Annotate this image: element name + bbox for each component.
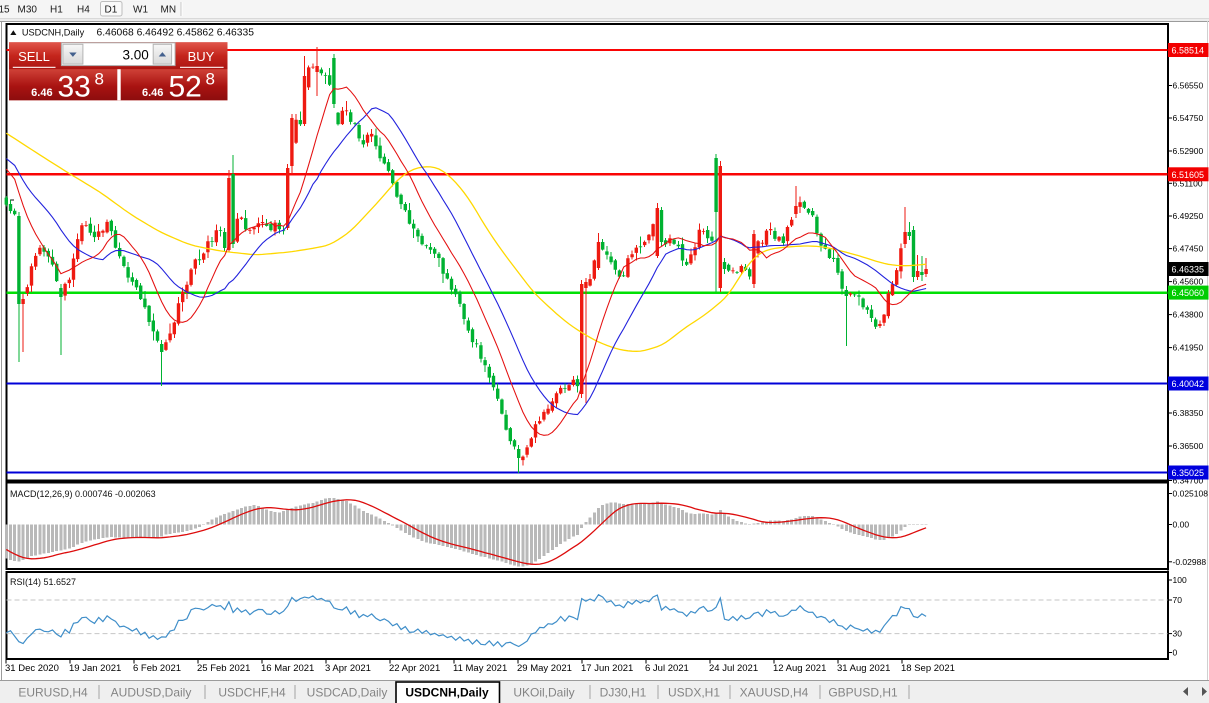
svg-text:USDCNH,Daily: USDCNH,Daily xyxy=(405,686,489,700)
svg-text:15: 15 xyxy=(0,5,10,16)
svg-text:8: 8 xyxy=(206,70,215,89)
svg-text:6 Jul 2021: 6 Jul 2021 xyxy=(645,663,689,674)
svg-text:USDCNH,Daily: USDCNH,Daily xyxy=(22,27,85,37)
svg-text:6.40042: 6.40042 xyxy=(1172,379,1205,389)
svg-text:6.46: 6.46 xyxy=(142,87,163,99)
svg-text:6.51100: 6.51100 xyxy=(1173,178,1203,188)
svg-text:6.46335: 6.46335 xyxy=(1172,265,1205,275)
svg-text:18 Sep 2021: 18 Sep 2021 xyxy=(901,663,955,674)
svg-text:6.41950: 6.41950 xyxy=(1173,343,1204,353)
svg-text:H4: H4 xyxy=(77,5,90,16)
svg-text:USDX,H1: USDX,H1 xyxy=(668,686,720,700)
svg-text:100: 100 xyxy=(1173,575,1187,585)
svg-text:33: 33 xyxy=(58,71,91,104)
svg-text:MACD(12,26,9) 0.000746 -0.0020: MACD(12,26,9) 0.000746 -0.002063 xyxy=(10,489,156,499)
svg-text:6.46: 6.46 xyxy=(31,87,52,99)
svg-text:UKOil,Daily: UKOil,Daily xyxy=(513,686,574,700)
svg-text:6.58514: 6.58514 xyxy=(1172,46,1205,56)
svg-text:DJ30,H1: DJ30,H1 xyxy=(600,686,647,700)
svg-text:0.00: 0.00 xyxy=(1173,520,1190,530)
svg-text:6.56550: 6.56550 xyxy=(1173,81,1204,91)
svg-text:AUDUSD,Daily: AUDUSD,Daily xyxy=(111,686,192,700)
svg-text:12 Aug 2021: 12 Aug 2021 xyxy=(773,663,826,674)
svg-text:31 Dec 2020: 31 Dec 2020 xyxy=(5,663,59,674)
svg-text:6.51605: 6.51605 xyxy=(1172,170,1205,180)
svg-text:6.34700: 6.34700 xyxy=(1173,476,1204,486)
svg-text:EURUSD,H4: EURUSD,H4 xyxy=(18,686,88,700)
svg-text:6.49250: 6.49250 xyxy=(1173,211,1204,221)
svg-text:6.35025: 6.35025 xyxy=(1172,468,1205,478)
svg-text:22 Apr 2021: 22 Apr 2021 xyxy=(389,663,440,674)
svg-text:6.52900: 6.52900 xyxy=(1173,146,1204,156)
svg-text:6.45060: 6.45060 xyxy=(1172,288,1205,298)
svg-text:D1: D1 xyxy=(105,5,118,16)
svg-text:6.36500: 6.36500 xyxy=(1173,441,1204,451)
svg-text:GBPUSD,H1: GBPUSD,H1 xyxy=(828,686,898,700)
svg-text:70: 70 xyxy=(1173,595,1183,605)
svg-text:6.54750: 6.54750 xyxy=(1173,113,1204,123)
svg-text:30: 30 xyxy=(1173,629,1183,639)
svg-text:6.46068 6.46492 6.45862 6.4633: 6.46068 6.46492 6.45862 6.46335 xyxy=(97,27,255,38)
svg-text:USDCAD,Daily: USDCAD,Daily xyxy=(307,686,388,700)
svg-text:SELL: SELL xyxy=(18,49,50,64)
svg-text:31 Aug 2021: 31 Aug 2021 xyxy=(837,663,890,674)
svg-text:29 May 2021: 29 May 2021 xyxy=(517,663,572,674)
svg-text:M30: M30 xyxy=(18,5,38,16)
svg-text:0.025108: 0.025108 xyxy=(1173,489,1209,499)
svg-text:3 Apr 2021: 3 Apr 2021 xyxy=(325,663,371,674)
svg-text:11 May 2021: 11 May 2021 xyxy=(453,663,507,674)
svg-text:MN: MN xyxy=(161,5,177,16)
svg-text:6.47450: 6.47450 xyxy=(1173,244,1204,254)
svg-text:BUY: BUY xyxy=(188,49,215,64)
svg-text:6 Feb 2021: 6 Feb 2021 xyxy=(133,663,181,674)
svg-text:W1: W1 xyxy=(133,5,148,16)
svg-text:52: 52 xyxy=(169,71,202,104)
svg-text:6.45600: 6.45600 xyxy=(1173,277,1204,287)
svg-text:-0.02988: -0.02988 xyxy=(1173,557,1207,567)
svg-text:24 Jul 2021: 24 Jul 2021 xyxy=(709,663,758,674)
svg-text:H1: H1 xyxy=(50,5,63,16)
svg-text:8: 8 xyxy=(95,70,104,89)
svg-text:6.43800: 6.43800 xyxy=(1173,310,1204,320)
svg-text:XAUUSD,H4: XAUUSD,H4 xyxy=(740,686,809,700)
svg-text:16 Mar 2021: 16 Mar 2021 xyxy=(261,663,314,674)
svg-text:USDCHF,H4: USDCHF,H4 xyxy=(218,686,286,700)
svg-text:RSI(14) 51.6527: RSI(14) 51.6527 xyxy=(10,577,76,587)
svg-text:17 Jun 2021: 17 Jun 2021 xyxy=(581,663,633,674)
svg-text:3.00: 3.00 xyxy=(123,48,149,63)
svg-text:0: 0 xyxy=(1173,648,1178,658)
svg-text:25 Feb 2021: 25 Feb 2021 xyxy=(197,663,250,674)
svg-text:6.38350: 6.38350 xyxy=(1173,408,1204,418)
svg-text:19 Jan 2021: 19 Jan 2021 xyxy=(69,663,121,674)
